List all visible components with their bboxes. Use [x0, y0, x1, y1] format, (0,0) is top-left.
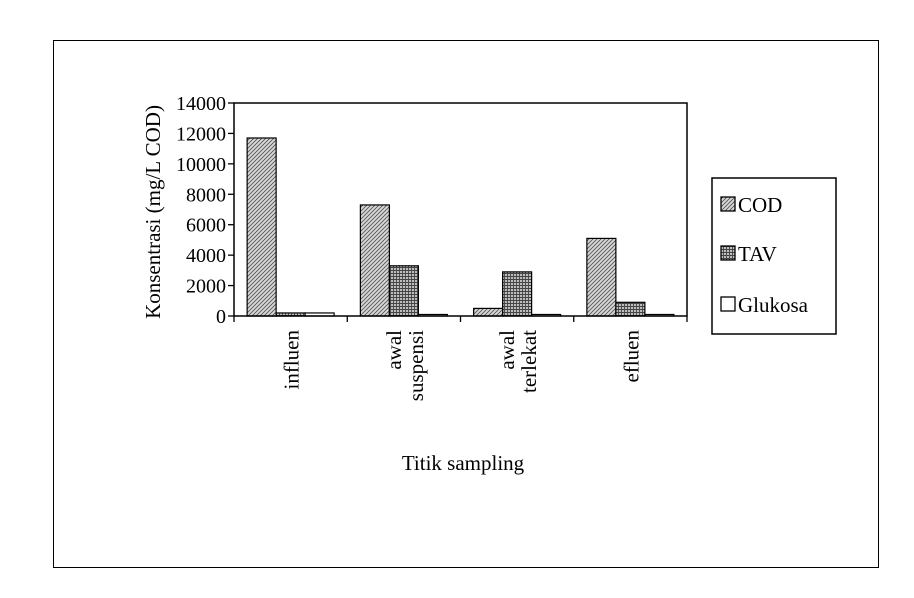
x-tick-label: influen: [280, 330, 304, 390]
y-tick-label: 6000: [186, 215, 226, 237]
y-tick-label: 10000: [176, 154, 226, 176]
plot-area-border: [233, 102, 688, 317]
x-tick-label: awal: [495, 330, 519, 370]
bar-tav: [388, 265, 419, 317]
bar-cod: [473, 307, 504, 317]
x-tick-label: terlekat: [517, 330, 541, 393]
legend-swatch-tav: [720, 245, 736, 261]
legend-swatch-cod: [720, 196, 736, 212]
y-axis-title: Konsentrasi (mg/L COD): [141, 105, 165, 319]
bar-tav: [502, 271, 533, 317]
bar-cod: [586, 237, 617, 317]
x-tick-label: suspensi: [404, 330, 428, 401]
legend-label-cod: COD: [738, 193, 782, 217]
y-tick-label: 0: [216, 306, 226, 328]
legend-swatch-glukosa: [720, 296, 736, 312]
y-tick-label: 8000: [186, 184, 226, 206]
y-tick-label: 14000: [176, 93, 226, 115]
bar-cod: [246, 137, 277, 317]
x-tick-label: efluen: [619, 330, 643, 383]
x-axis-title: Titik sampling: [402, 451, 525, 475]
y-tick-label: 12000: [176, 123, 226, 145]
y-tick-label: 4000: [186, 245, 226, 267]
y-tick-label: 2000: [186, 276, 226, 298]
x-tick-label: awal: [382, 330, 406, 370]
bar-tav: [615, 301, 646, 317]
legend-label-tav: TAV: [738, 242, 777, 266]
legend: COD TAV Glukosa: [711, 177, 837, 335]
legend-label-glukosa: Glukosa: [738, 293, 809, 317]
bar-cod: [359, 204, 390, 317]
